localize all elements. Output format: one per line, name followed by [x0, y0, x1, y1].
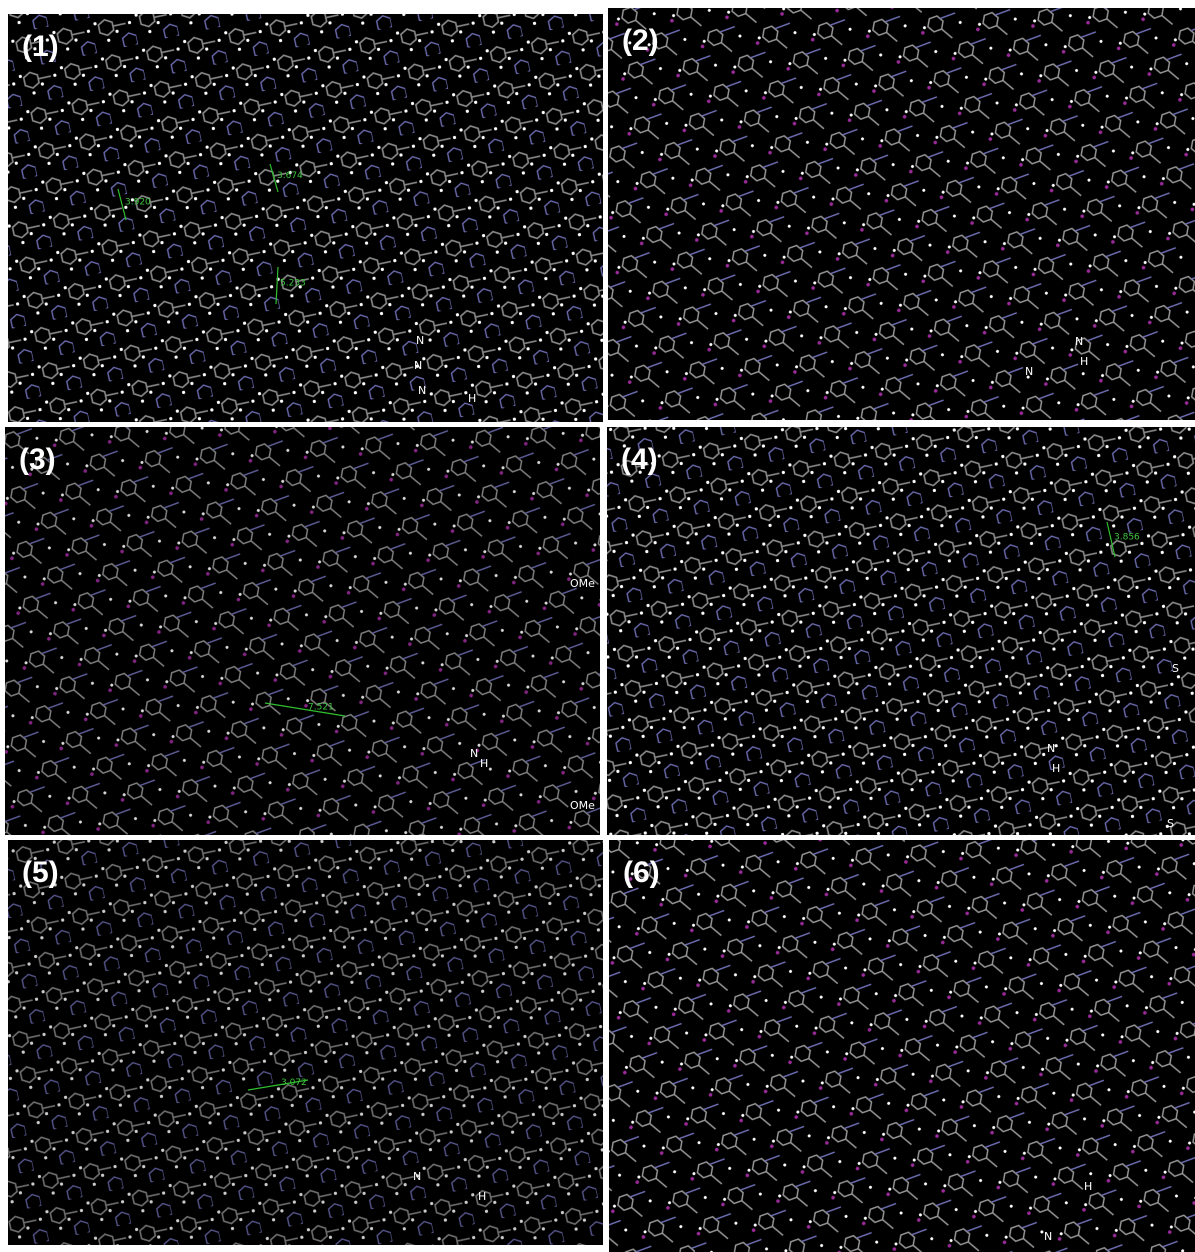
atom-label: H — [1084, 1180, 1092, 1193]
crystal-packing — [8, 14, 603, 422]
atom-label: N — [416, 334, 424, 347]
atom-label: S — [1172, 662, 1179, 675]
crystal-packing — [608, 8, 1195, 420]
panel-label: (3) — [19, 443, 56, 476]
atom-label: OMe — [570, 577, 595, 590]
atom-label: N — [470, 747, 478, 760]
crystal-packing — [609, 840, 1195, 1252]
panel-label: (1) — [22, 30, 59, 63]
panel-label: (2) — [622, 24, 659, 57]
panel-backgrounds — [5, 8, 1195, 1252]
atom-label: N — [1047, 742, 1055, 755]
atom-label: S — [1167, 817, 1174, 830]
crystal-packing — [8, 840, 603, 1245]
distance-label: 3.856 — [1114, 533, 1140, 543]
panel-label: (4) — [621, 443, 658, 476]
distance-label: 7.521 — [308, 703, 334, 713]
atom-label: H — [468, 392, 476, 405]
atom-label: H — [1052, 762, 1060, 775]
atom-label: H — [480, 757, 488, 770]
atom-label: OMe — [570, 799, 595, 812]
atom-label: N — [1044, 1230, 1052, 1243]
atom-label: N — [418, 384, 426, 397]
panel-label: (6) — [623, 856, 660, 889]
crystal-packing — [5, 427, 600, 835]
atom-label: H — [478, 1190, 486, 1203]
figure: (1)3.9203.6745.233NNNH(2)NNH(3)7.521OMeO… — [0, 0, 1195, 1252]
panel-label: (5) — [22, 856, 59, 889]
page: {"panels": [ {"label": "(1)", "distances… — [0, 0, 1195, 1252]
atom-label: N — [414, 359, 422, 372]
distance-label: 3.072 — [281, 1078, 307, 1088]
atom-label: N — [1075, 335, 1083, 348]
distance-label: 5.233 — [280, 279, 306, 289]
distance-label: 3.920 — [125, 198, 151, 208]
distance-label: 3.674 — [277, 171, 303, 181]
atom-label: N — [1025, 365, 1033, 378]
crystal-packing — [607, 427, 1195, 835]
atom-label: H — [1080, 355, 1088, 368]
atom-label: N — [413, 1170, 421, 1183]
